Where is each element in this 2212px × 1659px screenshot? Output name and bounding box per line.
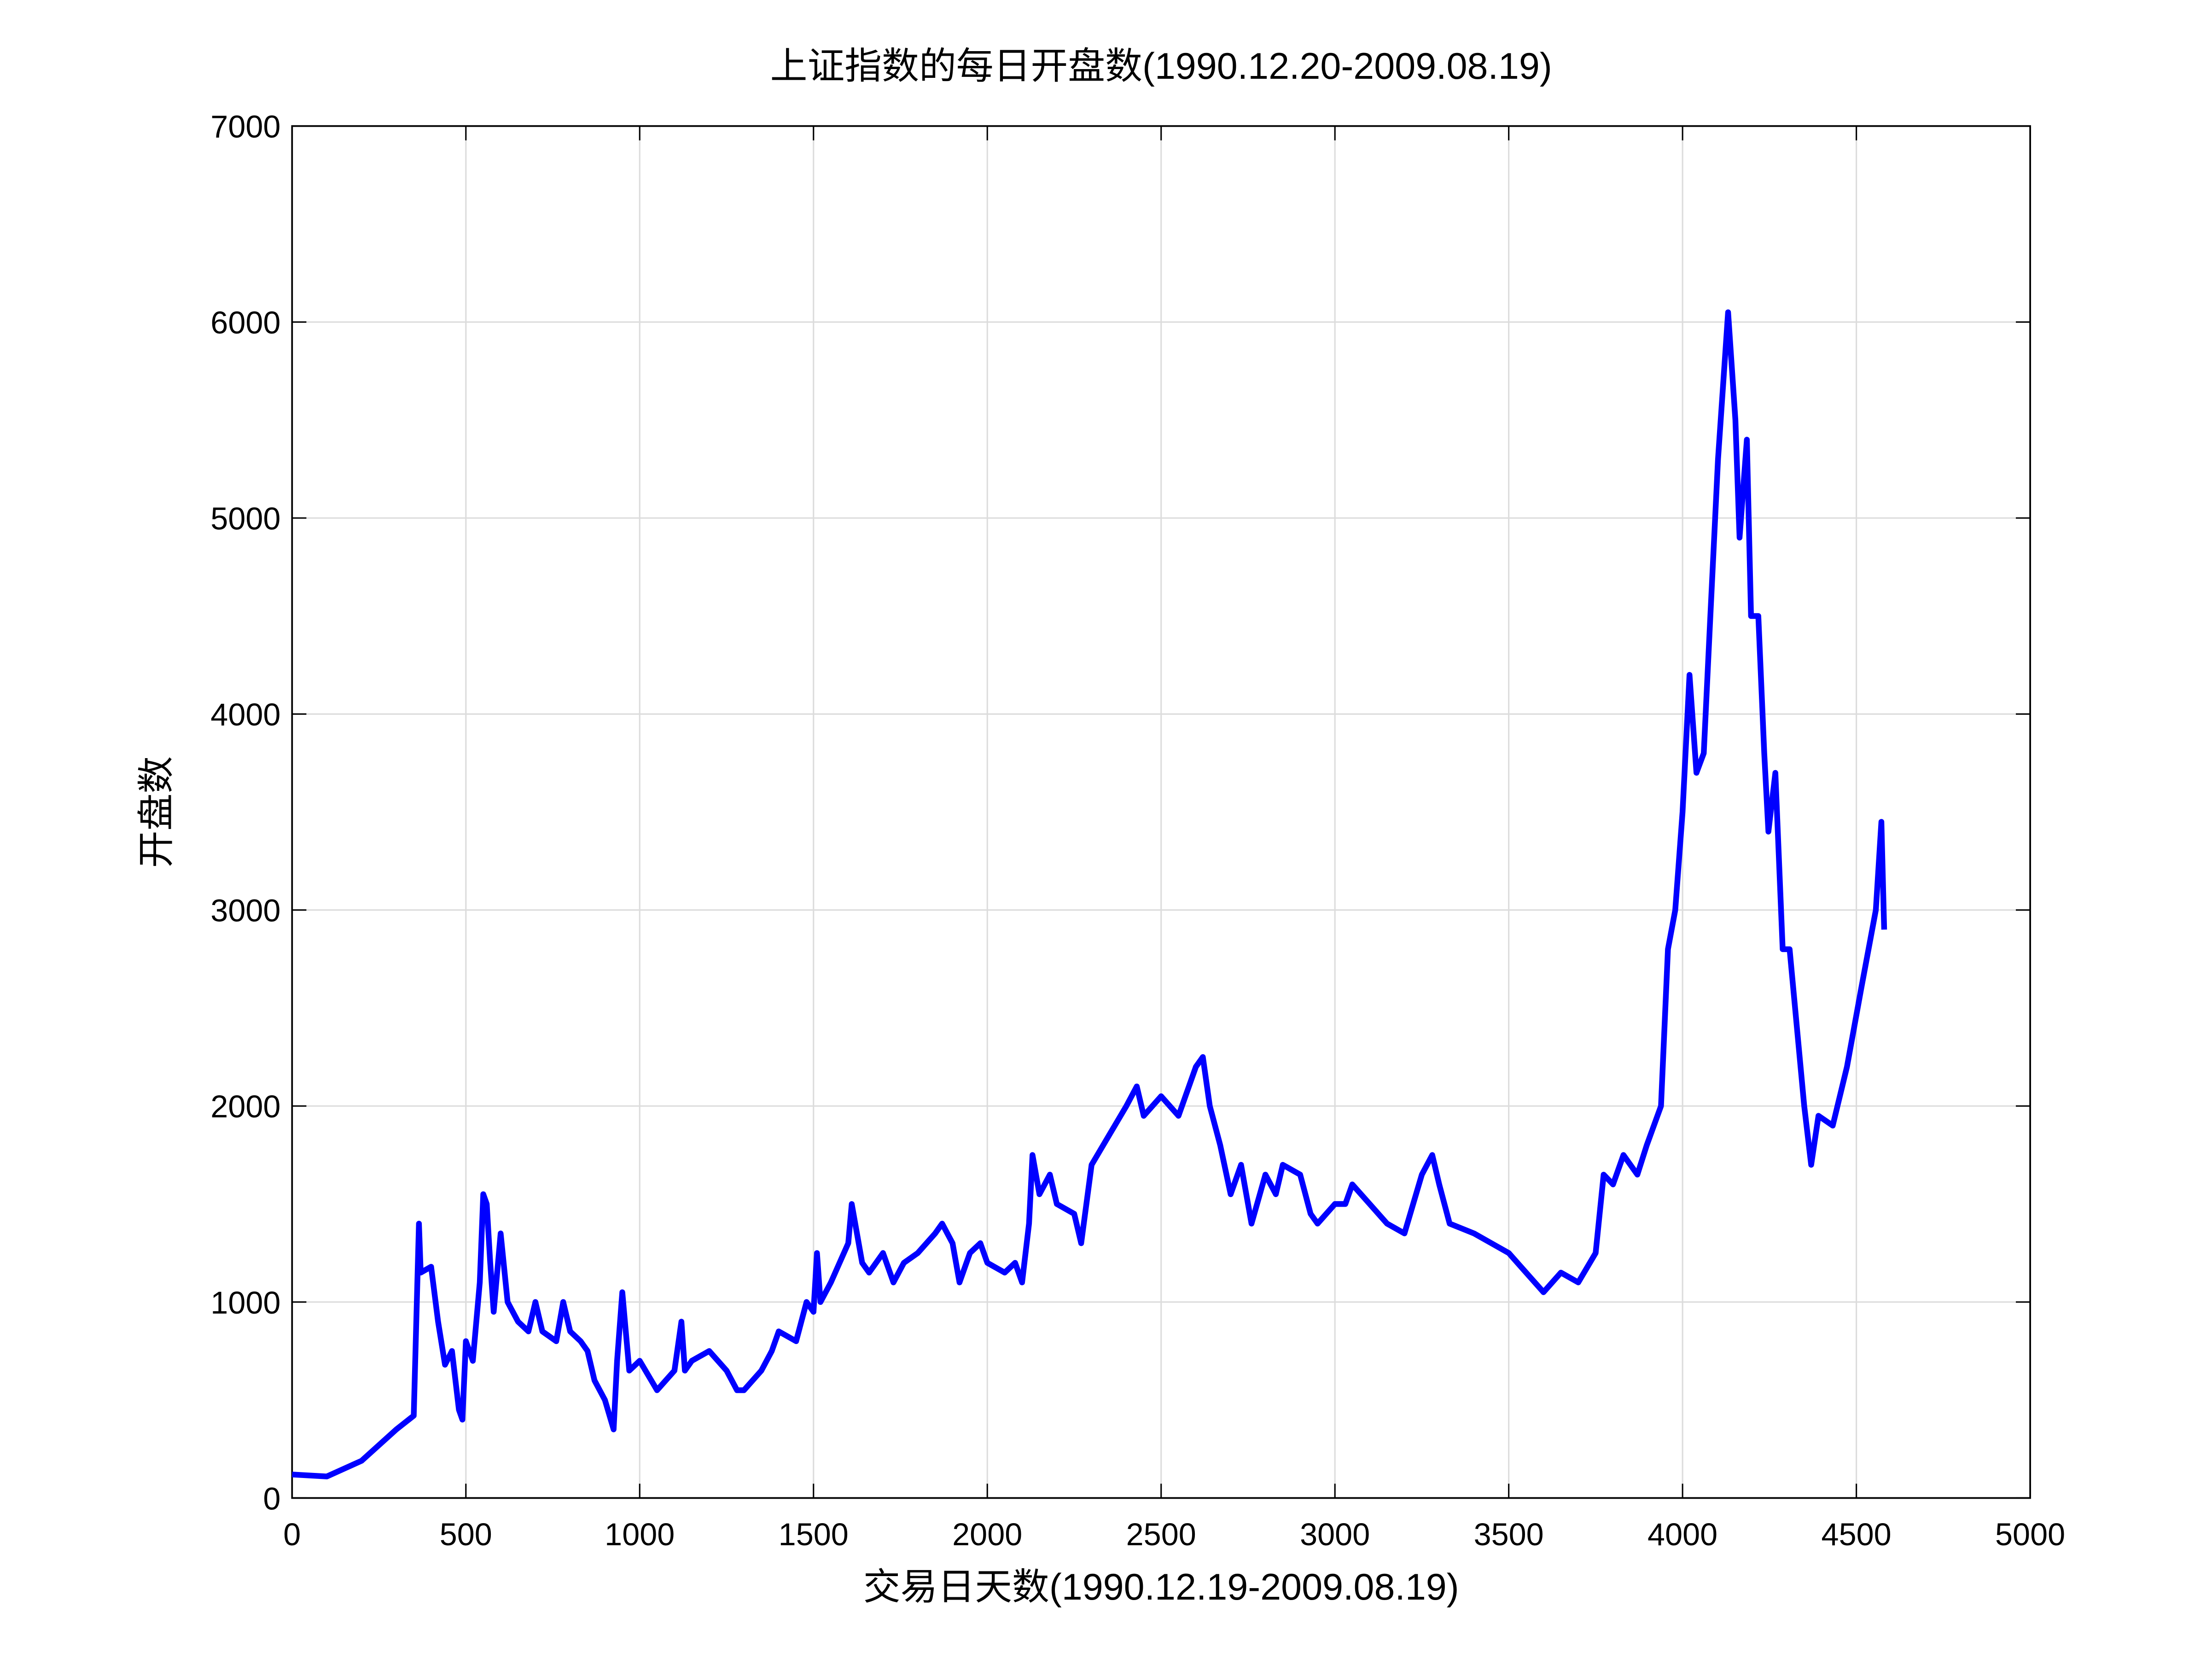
x-tick-label: 1000 (605, 1517, 675, 1552)
data-line (291, 309, 1887, 1479)
y-tick-label: 7000 (210, 110, 280, 145)
plot-frame (291, 125, 2031, 1499)
x-tick-label: 4500 (1822, 1517, 1892, 1552)
x-tick-label: 1500 (779, 1517, 849, 1552)
x-tick-label: 5000 (1995, 1517, 2065, 1552)
y-tick-label: 6000 (210, 305, 280, 340)
y-tick-label: 1000 (210, 1285, 280, 1320)
x-axis-label: 交易日天数(1990.12.19-2009.08.19) (863, 1566, 1459, 1608)
x-tick-label: 4000 (1647, 1517, 1717, 1552)
x-tick-label: 2500 (1126, 1517, 1196, 1552)
y-axis-label: 开盘数 (136, 756, 177, 868)
y-tick-label: 2000 (210, 1089, 280, 1124)
x-tick-label: 3500 (1474, 1517, 1544, 1552)
y-tick-label: 4000 (210, 697, 280, 732)
x-tick-label: 3000 (1300, 1517, 1370, 1552)
x-tick-label: 2000 (952, 1517, 1022, 1552)
y-tick-label: 3000 (210, 894, 280, 929)
x-tick-label: 500 (440, 1517, 492, 1552)
y-tick-label: 5000 (210, 502, 280, 537)
x-tick-label: 0 (283, 1517, 301, 1552)
chart-title: 上证指数的每日开盘数(1990.12.20-2009.08.19) (770, 46, 1552, 87)
y-tick-label: 0 (263, 1481, 280, 1516)
